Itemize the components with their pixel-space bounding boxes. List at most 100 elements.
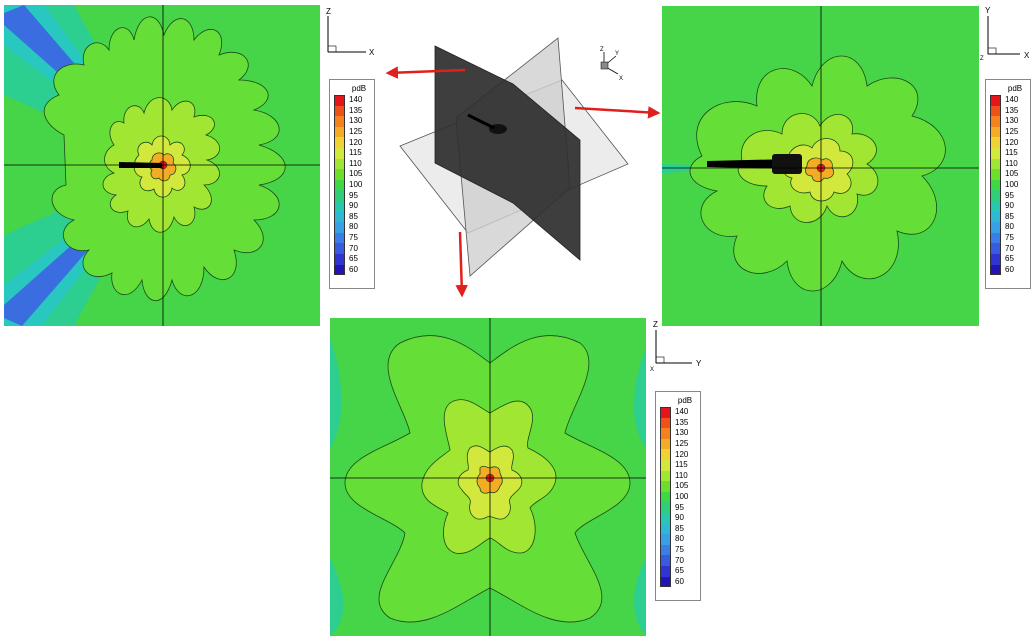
legend-swatch	[334, 243, 345, 254]
legend-entry: 70	[990, 243, 1026, 254]
legend-swatch	[334, 190, 345, 201]
legend-swatch	[660, 523, 671, 535]
legend-label: 90	[349, 201, 358, 211]
legend-entry: 85	[660, 523, 696, 535]
legend-rows: 140 135 130 125 120 115 110 105 100 95 90 85 80 75 70 6…	[334, 95, 370, 276]
legend-swatch	[334, 222, 345, 233]
legend-swatch	[990, 253, 1001, 265]
legend-label: 130	[1005, 116, 1019, 126]
legend-label: 95	[1005, 190, 1014, 200]
legend-label: 75	[349, 233, 358, 243]
legend-label: 140	[1005, 95, 1019, 105]
colorbar-legend-yz: pdB 140 135 130 125 120 115 110 105 100 95 90 85 80 7…	[655, 391, 701, 601]
legend-swatch	[990, 95, 1001, 106]
legend-entry: 120	[990, 137, 1026, 148]
legend-swatch	[990, 147, 1001, 159]
legend-swatch	[660, 481, 671, 492]
legend-swatch	[334, 211, 345, 223]
legend-swatch	[334, 264, 345, 276]
legend-swatch	[990, 232, 1001, 244]
legend-label: 60	[675, 576, 684, 586]
axis-label-z: Z	[326, 7, 331, 16]
legend-swatch	[334, 95, 345, 106]
legend-label: 80	[1005, 222, 1014, 232]
legend-swatch	[990, 179, 1001, 191]
legend-label: 65	[349, 254, 358, 264]
legend-label: 125	[675, 439, 689, 449]
legend-swatch	[660, 565, 671, 577]
legend-label: 100	[349, 180, 363, 190]
legend-label: 110	[1005, 158, 1018, 168]
legend-label: 115	[1005, 148, 1018, 158]
legend-label: 100	[675, 492, 689, 502]
legend-label: 105	[1005, 169, 1019, 179]
legend-entry: 75	[660, 544, 696, 556]
legend-entry: 100	[990, 179, 1026, 191]
legend-entry: 100	[660, 491, 696, 503]
axis-label-y2: Y	[696, 359, 702, 368]
legend-label: 110	[349, 158, 362, 168]
legend-swatch	[334, 147, 345, 159]
axis-label-x: X	[369, 48, 375, 56]
legend-entry: 110	[660, 470, 696, 482]
legend-entry: 125	[660, 438, 696, 450]
legend-swatch	[990, 169, 1001, 180]
legend-swatch	[990, 243, 1001, 254]
legend-entry: 140	[334, 95, 370, 106]
legend-entry: 140	[660, 407, 696, 418]
colorbar-legend-xy: pdB 140 135 130 125 120 115 110 105 100 95 90 85 80 7…	[985, 79, 1031, 289]
contour-plot-xz	[4, 5, 320, 326]
legend-entry: 60	[990, 264, 1026, 276]
legend-swatch	[334, 158, 345, 170]
legend-swatch	[334, 105, 345, 117]
legend-swatch	[660, 470, 671, 482]
legend-entry: 60	[660, 576, 696, 588]
legend-entry: 110	[990, 158, 1026, 170]
legend-label: 125	[349, 127, 363, 137]
legend-label: 75	[1005, 233, 1014, 243]
iso-axis-y: Y	[615, 51, 619, 57]
legend-swatch	[660, 407, 671, 418]
axis-label-x2: X	[1024, 51, 1030, 60]
legend-entry: 80	[660, 534, 696, 545]
legend-title: pdB	[1007, 84, 1023, 93]
legend-swatch	[660, 438, 671, 450]
legend-label: 65	[1005, 254, 1014, 264]
legend-swatch	[660, 512, 671, 524]
legend-label: 85	[675, 523, 684, 533]
legend-swatch	[334, 137, 345, 148]
axis-label-origin-x: X	[650, 367, 654, 373]
legend-swatch	[660, 459, 671, 471]
legend-entry: 90	[990, 200, 1026, 212]
legend-label: 70	[675, 555, 684, 565]
legend-entry: 130	[660, 428, 696, 439]
legend-entry: 70	[660, 555, 696, 566]
legend-entry: 95	[990, 190, 1026, 201]
legend-entry: 95	[660, 502, 696, 513]
legend-label: 140	[349, 95, 363, 105]
legend-title: pdB	[677, 396, 693, 405]
legend-swatch	[990, 211, 1001, 223]
axis-label-z2: Z	[653, 320, 658, 329]
legend-label: 80	[349, 222, 358, 232]
legend-label: 90	[1005, 201, 1014, 211]
axes-indicator-yz: Z Y X	[648, 318, 718, 374]
legend-entry: 85	[990, 211, 1026, 223]
legend-swatch	[990, 222, 1001, 233]
legend-label: 115	[349, 148, 362, 158]
legend-label: 95	[675, 502, 684, 512]
legend-entry: 140	[990, 95, 1026, 106]
legend-swatch	[334, 179, 345, 191]
legend-entry: 80	[334, 222, 370, 233]
legend-rows: 140 135 130 125 120 115 110 105 100 95 90 85 80 75 70 6…	[990, 95, 1026, 276]
legend-label: 60	[1005, 264, 1014, 274]
contour-plot-xy	[662, 6, 979, 326]
legend-swatch	[334, 116, 345, 127]
legend-swatch	[990, 137, 1001, 148]
legend-swatch	[990, 158, 1001, 170]
legend-entry: 65	[334, 253, 370, 265]
legend-entry: 90	[334, 200, 370, 212]
legend-label: 115	[675, 460, 688, 470]
legend-swatch	[990, 200, 1001, 212]
legend-entry: 80	[990, 222, 1026, 233]
